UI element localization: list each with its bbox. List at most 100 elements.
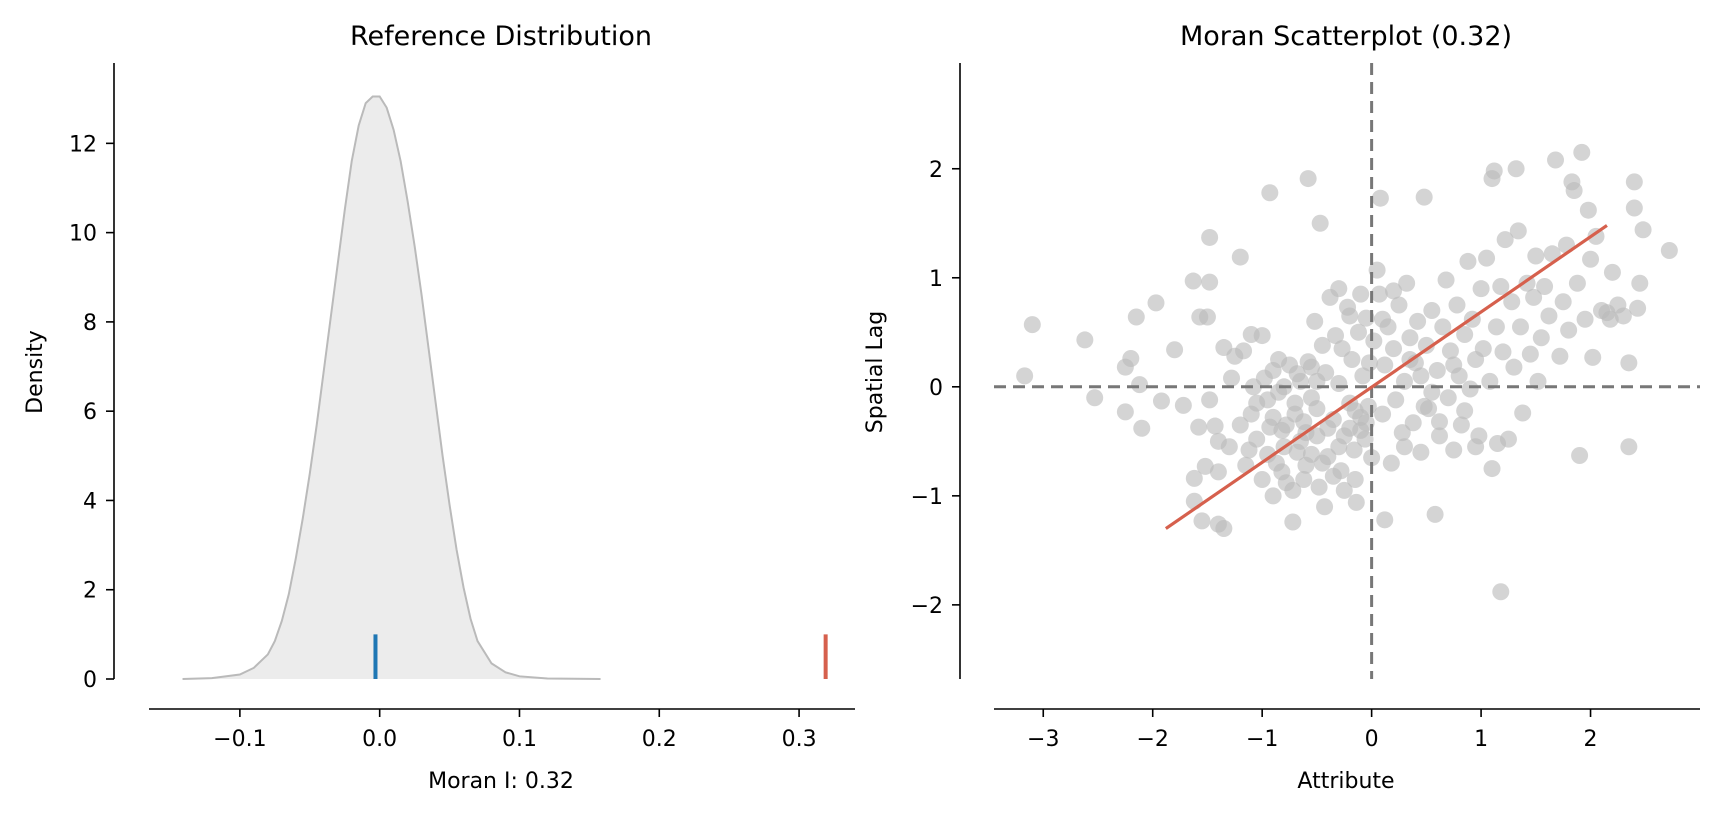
scatter-point: [1415, 188, 1433, 206]
scatter-point: [1571, 447, 1589, 464]
scatter-point: [1601, 310, 1619, 328]
scatter-point: [1554, 293, 1572, 311]
left-x-ticks: −0.1 0.0 0.1 0.2 0.3: [213, 709, 817, 752]
scatter-point: [1620, 354, 1638, 372]
scatter-point: [1231, 248, 1249, 266]
right-y-tick-label: −2: [911, 594, 943, 619]
scatter-point: [1311, 214, 1329, 232]
scatter-point: [1371, 189, 1389, 207]
scatter-point: [1215, 520, 1233, 538]
scatter-point: [1428, 361, 1446, 379]
scatter-point: [1390, 296, 1408, 314]
scatter-point: [1629, 299, 1647, 317]
scatter-point: [1445, 441, 1463, 459]
scatter-point: [1437, 271, 1455, 289]
scatter-point: [1634, 221, 1652, 239]
scatter-point: [1467, 438, 1485, 456]
scatter-point: [1363, 449, 1381, 467]
left-chart-title: Reference Distribution: [350, 21, 652, 52]
right-x-axis-label: Attribute: [1297, 769, 1394, 794]
right-x-ticks: −3 −2 −1 0 1 2: [1027, 709, 1598, 752]
scatter-point: [1185, 469, 1203, 487]
scatter-point: [1568, 274, 1586, 292]
scatter-point: [1333, 340, 1351, 358]
scatter-point: [1147, 294, 1165, 312]
scatter-point: [1284, 513, 1302, 531]
scatter-point: [1620, 438, 1638, 456]
reference-distribution-panel: Reference Distribution 0 2 4 6 8 10 12 −0.1 0.0…: [23, 21, 855, 794]
scatter-point: [1409, 312, 1427, 330]
scatter-point: [1201, 391, 1219, 409]
scatter-point: [1461, 380, 1479, 398]
scatter-point: [1352, 285, 1370, 303]
scatter-point: [1277, 416, 1295, 434]
scatter-point: [1474, 340, 1492, 358]
left-x-tick-label: 0.2: [642, 727, 677, 752]
scatter-point: [1472, 280, 1490, 298]
left-plot-area: [182, 95, 828, 680]
scatter-point: [1347, 493, 1365, 511]
right-x-tick-label: −1: [1246, 727, 1278, 752]
scatter-point: [1253, 470, 1271, 488]
left-x-axis-label: Moran I: 0.32: [428, 769, 574, 794]
scatter-point: [1264, 487, 1282, 505]
scatter-point: [1527, 247, 1545, 265]
left-x-tick-label: 0.3: [782, 727, 817, 752]
scatter-point: [1341, 307, 1359, 325]
scatter-point: [1319, 419, 1337, 437]
scatter-point: [1330, 438, 1348, 456]
scatter-point: [1306, 312, 1324, 330]
scatter-point: [1295, 470, 1313, 488]
scatter-point: [1660, 242, 1678, 260]
scatter-point: [1430, 427, 1448, 445]
scatter-point: [1349, 323, 1367, 341]
scatter-point: [1190, 418, 1208, 436]
scatter-point: [1127, 308, 1145, 326]
scatter-point: [1330, 280, 1348, 298]
scatter-point: [1579, 201, 1597, 219]
scatter-point: [1509, 222, 1527, 240]
scatter-point: [1448, 296, 1466, 314]
scatter-point: [1308, 400, 1326, 418]
scatter-point: [1532, 329, 1550, 347]
scatter-point: [1365, 332, 1383, 350]
left-x-tick-label: 0.1: [502, 727, 537, 752]
scatter-point: [1330, 375, 1348, 393]
right-chart-title: Moran Scatterplot (0.32): [1180, 21, 1512, 52]
scatter-point: [1587, 227, 1605, 245]
scatter-point: [1511, 318, 1529, 336]
scatter-point: [1264, 408, 1282, 426]
left-y-tick-label: 2: [83, 579, 97, 604]
scatter-point: [1023, 316, 1041, 334]
scatter-point: [1174, 396, 1192, 414]
scatter-point: [1503, 293, 1521, 311]
regression-fit-line: [1164, 224, 1608, 530]
scatter-point: [1201, 228, 1219, 246]
scatter-point: [1560, 321, 1578, 339]
left-y-tick-label: 12: [69, 132, 97, 157]
scatter-point: [1393, 424, 1411, 442]
scatter-point: [1492, 278, 1510, 295]
scatter-point: [1382, 454, 1400, 472]
scatter-point: [1248, 430, 1266, 448]
scatter-point: [1483, 460, 1501, 478]
scatter-point: [1582, 250, 1600, 268]
scatter-point: [1412, 443, 1430, 461]
scatter-point: [1505, 358, 1523, 376]
scatter-point: [1603, 263, 1621, 281]
density-area: [182, 96, 601, 680]
moran-scatterplot-panel: Moran Scatterplot (0.32) −2 −1 0 1 2 −3 −2 −1 0…: [863, 21, 1700, 794]
scatter-point: [1487, 318, 1505, 336]
scatter-point: [1492, 583, 1510, 601]
scatter-point: [1327, 327, 1345, 345]
right-y-tick-label: 0: [929, 376, 943, 401]
scatter-points: [1016, 143, 1678, 601]
scatter-point: [1456, 402, 1474, 420]
right-x-tick-label: 1: [1474, 727, 1488, 752]
scatter-point: [1374, 405, 1392, 423]
scatter-point: [1284, 481, 1302, 499]
scatter-point: [1540, 307, 1558, 325]
right-y-tick-label: 1: [929, 267, 943, 292]
scatter-point: [1614, 307, 1632, 325]
scatter-point: [1354, 367, 1372, 385]
